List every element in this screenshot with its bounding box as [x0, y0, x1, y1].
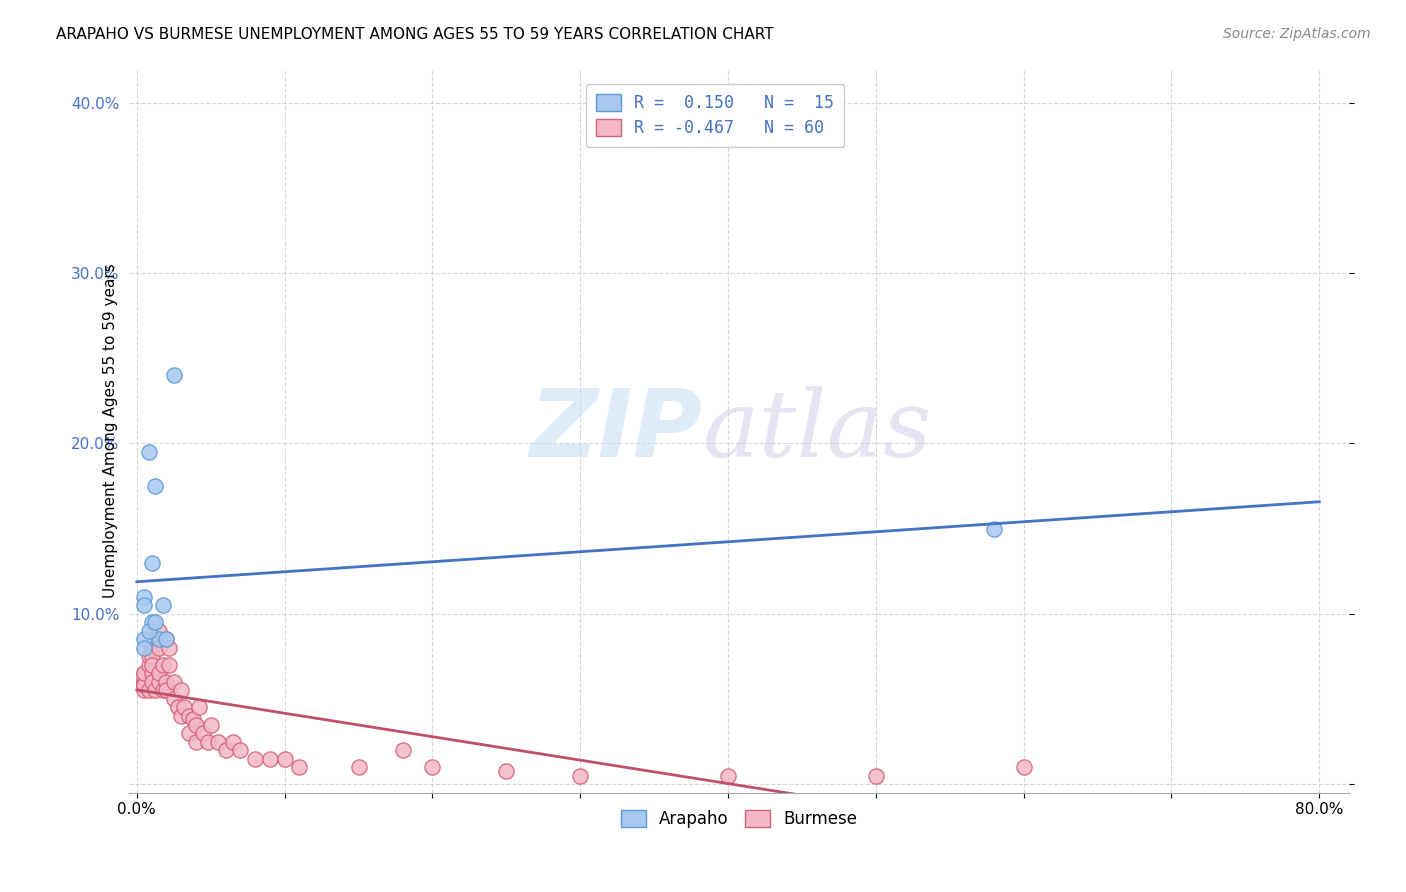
Point — [138, 683, 160, 698]
Text: ARAPAHO VS BURMESE UNEMPLOYMENT AMONG AGES 55 TO 59 YEARS CORRELATION CHART: ARAPAHO VS BURMESE UNEMPLOYMENT AMONG AG… — [56, 27, 773, 42]
Point — [347, 760, 370, 774]
Point — [141, 657, 163, 672]
Point — [717, 769, 740, 783]
Point — [134, 678, 156, 692]
Point — [181, 712, 204, 726]
Point — [187, 700, 209, 714]
Point — [148, 624, 170, 638]
Point — [134, 640, 156, 655]
Point — [134, 683, 156, 698]
Point — [143, 683, 166, 698]
Point — [177, 709, 200, 723]
Point — [155, 674, 177, 689]
Point — [134, 599, 156, 613]
Point — [138, 657, 160, 672]
Point — [422, 760, 444, 774]
Point — [138, 624, 160, 638]
Y-axis label: Unemployment Among Ages 55 to 59 years: Unemployment Among Ages 55 to 59 years — [104, 263, 118, 598]
Point — [259, 751, 281, 765]
Point — [148, 640, 170, 655]
Point — [152, 599, 174, 613]
Point — [152, 657, 174, 672]
Text: ZIP: ZIP — [530, 384, 703, 476]
Point — [143, 479, 166, 493]
Point — [134, 590, 156, 604]
Point — [155, 683, 177, 698]
Point — [177, 726, 200, 740]
Point — [184, 717, 207, 731]
Point — [170, 683, 193, 698]
Point — [143, 632, 166, 647]
Point — [148, 632, 170, 647]
Point — [569, 769, 592, 783]
Point — [148, 666, 170, 681]
Point — [167, 700, 190, 714]
Point — [134, 678, 156, 692]
Point — [207, 734, 229, 748]
Text: Source: ZipAtlas.com: Source: ZipAtlas.com — [1223, 27, 1371, 41]
Point — [222, 734, 245, 748]
Point — [184, 734, 207, 748]
Point — [157, 657, 180, 672]
Point — [152, 683, 174, 698]
Point — [134, 672, 156, 686]
Point — [143, 615, 166, 630]
Point — [173, 700, 195, 714]
Point — [157, 640, 180, 655]
Point — [155, 632, 177, 647]
Legend: Arapaho, Burmese: Arapaho, Burmese — [614, 804, 865, 835]
Point — [193, 726, 215, 740]
Point — [148, 674, 170, 689]
Point — [138, 445, 160, 459]
Point — [197, 734, 219, 748]
Point — [134, 666, 156, 681]
Point — [141, 674, 163, 689]
Point — [141, 615, 163, 630]
Point — [141, 640, 163, 655]
Point — [163, 674, 186, 689]
Point — [141, 666, 163, 681]
Point — [495, 764, 517, 778]
Point — [134, 674, 156, 689]
Point — [141, 649, 163, 664]
Point — [163, 368, 186, 383]
Point — [865, 769, 887, 783]
Point — [163, 692, 186, 706]
Point — [392, 743, 415, 757]
Point — [155, 632, 177, 647]
Point — [983, 522, 1005, 536]
Point — [243, 751, 266, 765]
Point — [170, 709, 193, 723]
Point — [288, 760, 311, 774]
Point — [229, 743, 252, 757]
Point — [141, 556, 163, 570]
Point — [214, 743, 236, 757]
Point — [273, 751, 295, 765]
Point — [200, 717, 222, 731]
Point — [1012, 760, 1035, 774]
Point — [134, 666, 156, 681]
Text: atlas: atlas — [703, 385, 932, 475]
Point — [138, 649, 160, 664]
Point — [134, 674, 156, 689]
Point — [134, 632, 156, 647]
